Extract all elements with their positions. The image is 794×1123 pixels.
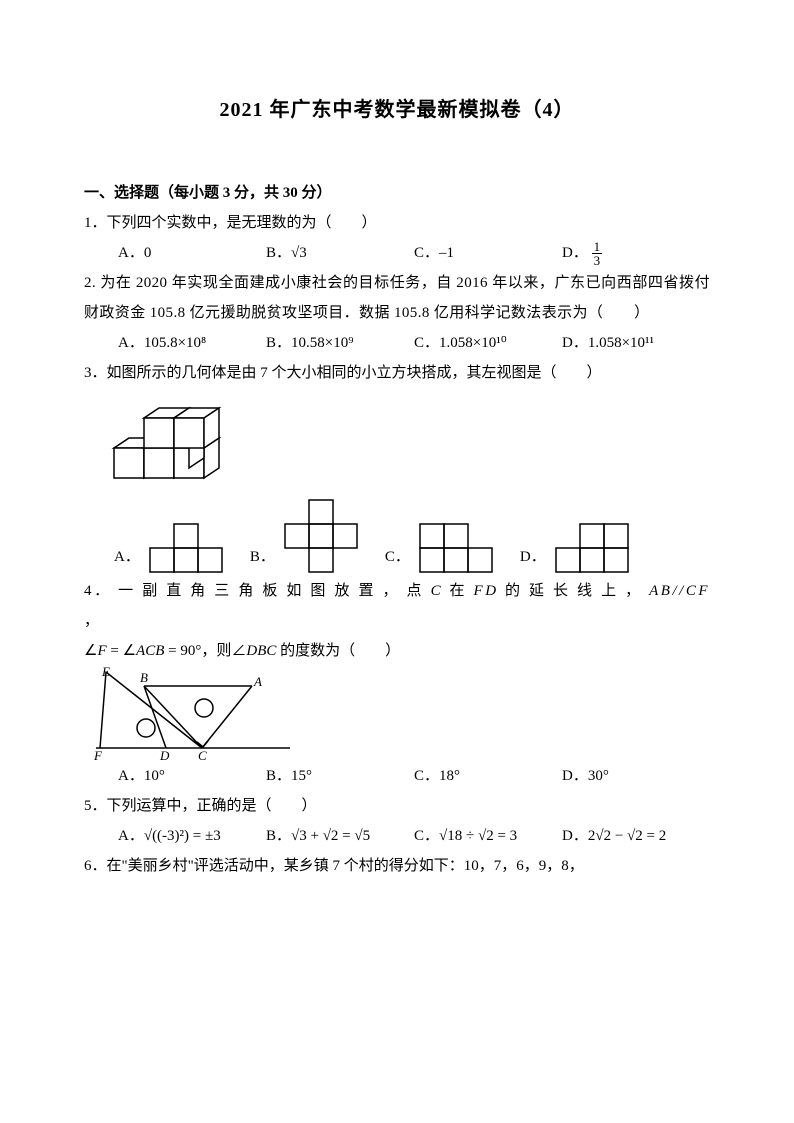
q2-opt-d: D．1.058×10¹¹ xyxy=(562,328,710,358)
q4-cf: CF xyxy=(686,583,710,599)
view-c-icon xyxy=(418,522,496,576)
q4-opt-a: A．10° xyxy=(118,761,266,791)
view-d-icon xyxy=(554,522,632,576)
q4-dbc: DBC xyxy=(246,643,276,659)
q4-l2c: = 90°，则∠ xyxy=(164,643,246,659)
q1-opt-a: A．0 xyxy=(118,238,266,268)
cubes-icon xyxy=(104,388,244,498)
q5-options: A．√((-3)²) = ±3 B．√3 + √2 = √5 C．√18 ÷ √… xyxy=(84,821,710,851)
q3-opt-a: A． xyxy=(104,522,226,576)
q2-opt-a: A．105.8×10⁸ xyxy=(118,328,266,358)
page-title: 2021 年广东中考数学最新模拟卷（4） xyxy=(84,90,710,130)
q1-options: A．0 B．√3 C．–1 D． 1 3 xyxy=(84,238,710,268)
svg-text:E: E xyxy=(101,666,110,679)
q5-opt-d: D．2√2 − √2 = 2 xyxy=(562,821,710,851)
q4-par: // xyxy=(672,583,685,599)
q4-options: A．10° B．15° C．18° D．30° xyxy=(84,761,710,791)
q5-opt-a: A．√((-3)²) = ±3 xyxy=(118,821,266,851)
q4-l2a: ∠ xyxy=(84,643,97,659)
svg-text:C: C xyxy=(198,748,207,761)
q4-figure: E B A F D C xyxy=(84,666,710,761)
q2-options: A．105.8×10⁸ B．10.58×10⁹ C．1.058×10¹⁰ D．1… xyxy=(84,328,710,358)
svg-text:B: B xyxy=(140,670,148,685)
q3-opt-d: D． xyxy=(502,522,632,576)
q3-a-label: A． xyxy=(104,542,148,576)
q4-t1: 4． 一 副 直 角 三 角 板 如 图 放 置 ， 点 xyxy=(84,583,431,599)
frac-num: 1 xyxy=(592,240,603,254)
q5-opt-c: C．√18 ÷ √2 = 3 xyxy=(414,821,562,851)
q2-opt-b: B．10.58×10⁹ xyxy=(266,328,414,358)
q4-opt-b: B．15° xyxy=(266,761,414,791)
q5-text: 5．下列运算中，正确的是（ ） xyxy=(84,791,710,821)
q1-d-prefix: D． xyxy=(562,245,588,261)
fraction-icon: 1 3 xyxy=(592,240,603,267)
svg-text:A: A xyxy=(253,674,262,689)
q5-opt-b: B．√3 + √2 = √5 xyxy=(266,821,414,851)
q3-opt-c: C． xyxy=(367,522,496,576)
q4-acb: ACB xyxy=(136,643,164,659)
q4-l2b: = ∠ xyxy=(107,643,136,659)
q4-f: F xyxy=(97,643,106,659)
frac-den: 3 xyxy=(592,254,603,267)
q3-b-label: B． xyxy=(232,542,283,576)
q2-opt-c: C．1.058×10¹⁰ xyxy=(414,328,562,358)
q3-options: A． B． xyxy=(84,498,710,576)
q3-d-label: D． xyxy=(502,542,554,576)
q3-opt-b: B． xyxy=(232,498,361,576)
q1-text: 1．下列四个实数中，是无理数的为（ ） xyxy=(84,208,710,238)
svg-text:D: D xyxy=(159,748,170,761)
q1-opt-b: B．√3 xyxy=(266,238,414,268)
q6-text: 6．在"美丽乡村"评选活动中，某乡镇 7 个村的得分如下：10，7，6，9，8， xyxy=(84,851,710,881)
section-header: 一、选择题（每小题 3 分，共 30 分） xyxy=(84,178,710,208)
svg-text:F: F xyxy=(94,748,103,761)
q4-t3: 的 延 长 线 上 ， xyxy=(499,583,650,599)
triangle-setsquare-icon: E B A F D C xyxy=(94,666,294,761)
view-b-icon xyxy=(283,498,361,576)
q4-opt-d: D．30° xyxy=(562,761,710,791)
q4-t2: 在 xyxy=(443,583,473,599)
view-a-icon xyxy=(148,522,226,576)
q3-text: 3．如图所示的几何体是由 7 个大小相同的小立方块搭成，其左视图是（ ） xyxy=(84,358,710,388)
q4-ab: AB xyxy=(649,583,672,599)
q1-opt-c: C．–1 xyxy=(414,238,562,268)
q3-solid-figure xyxy=(84,388,710,498)
q1-opt-d: D． 1 3 xyxy=(562,238,710,268)
q2-text: 2. 为在 2020 年实现全面建成小康社会的目标任务，自 2016 年以来，广… xyxy=(84,268,710,328)
q4-line1: 4． 一 副 直 角 三 角 板 如 图 放 置 ， 点 C 在 FD 的 延 … xyxy=(84,576,710,636)
q3-c-label: C． xyxy=(367,542,418,576)
q4-c: C xyxy=(431,583,444,599)
exam-page: 2021 年广东中考数学最新模拟卷（4） 一、选择题（每小题 3 分，共 30 … xyxy=(0,0,794,1123)
q4-opt-c: C．18° xyxy=(414,761,562,791)
q4-line2: ∠F = ∠ACB = 90°，则∠DBC 的度数为（ ） xyxy=(84,636,710,666)
q4-t4: ， xyxy=(84,613,102,629)
q4-l2d: 的度数为（ ） xyxy=(276,643,400,659)
q4-fd: FD xyxy=(474,583,499,599)
